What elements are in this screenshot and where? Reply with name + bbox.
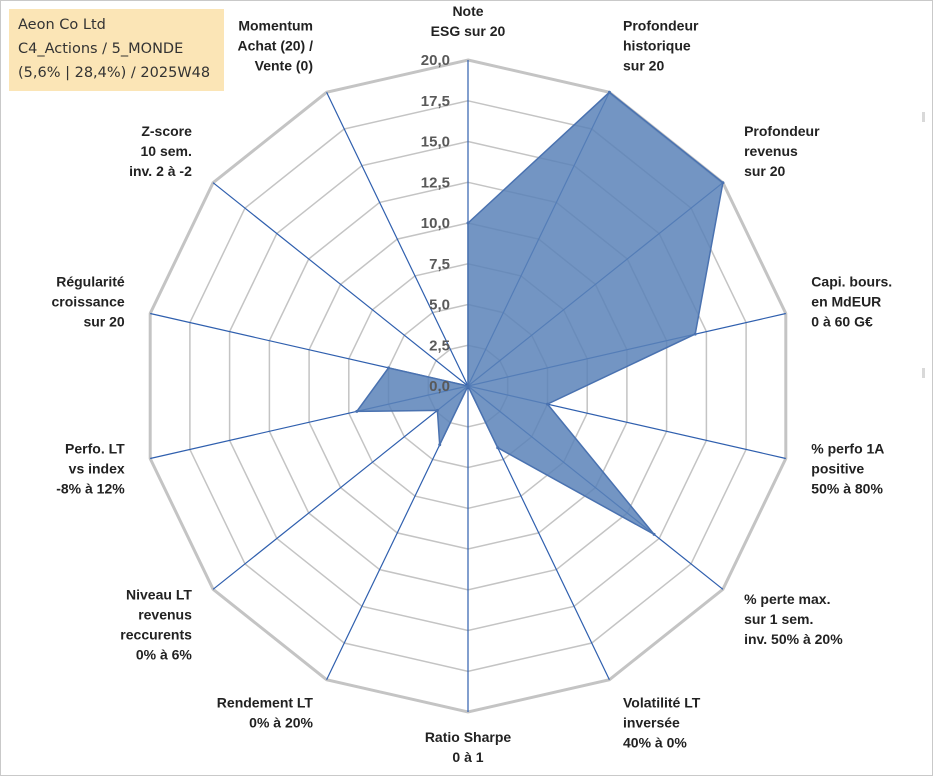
data-point-2: [607, 90, 611, 94]
tick-label: 10,0: [421, 215, 450, 232]
axis-label-10: Niveau LT revenus reccurents 0% à 6%: [120, 586, 192, 662]
tick-label: 15,0: [421, 134, 450, 151]
axis-label-12: Régularité croissance sur 20: [52, 274, 125, 330]
info-box: Aeon Co Ltd C4_Actions / 5_MONDE (5,6% |…: [9, 9, 224, 91]
axis-label-4: Capi. bours. en MdEUR 0 à 60 G€: [811, 274, 892, 330]
axis-label-7: Volatilité LT inversée 40% à 0%: [623, 695, 701, 751]
data-point-4: [693, 332, 697, 336]
data-series-area: [355, 91, 724, 536]
data-point-5: [546, 402, 549, 406]
info-stats: (5,6% | 28,4%) / 2025W48: [18, 65, 211, 81]
spoke-10: [212, 385, 469, 590]
data-point-12: [387, 366, 390, 370]
tick-label: 0,0: [429, 378, 450, 395]
data-point-11: [355, 409, 359, 413]
data-point-14: [466, 384, 470, 388]
data-point-9: [438, 443, 442, 447]
axis-label-8: Ratio Sharpe 0 à 1: [425, 729, 512, 765]
axis-label-2: Profondeur historique sur 20: [623, 18, 699, 74]
data-point-6: [652, 532, 656, 536]
data-point-10: [435, 408, 439, 412]
data-point-1: [466, 221, 470, 225]
axis-label-14: Momentum Achat (20) / Vente (0): [238, 18, 314, 74]
tick-label: 20,0: [421, 52, 450, 69]
spoke-13: [212, 182, 469, 387]
right-edge-marker-top: [922, 112, 925, 122]
data-point-3: [721, 181, 725, 185]
tick-label: 17,5: [421, 93, 450, 110]
info-company: Aeon Co Ltd: [18, 17, 106, 33]
radar-tick-labels: 0,0 2,5 5,0 7,5 10,0 12,5 15,0 17,5 20,0: [421, 52, 450, 395]
axis-label-5: % perfo 1A positive 50% à 80%: [811, 440, 884, 496]
tick-label: 12,5: [421, 174, 450, 191]
axis-label-9: Rendement LT 0% à 20%: [217, 695, 314, 731]
axis-label-13: Z-score 10 sem. inv. 2 à -2: [129, 123, 192, 179]
tick-label: 2,5: [429, 337, 450, 354]
data-point-7: [496, 446, 500, 450]
tick-label: 5,0: [429, 297, 450, 314]
info-category: C4_Actions / 5_MONDE: [18, 41, 184, 57]
radar-axis-labels: Note ESG sur 20 Profondeur historique sur 20…: [52, 3, 893, 765]
tick-label: 7,5: [429, 256, 450, 273]
radar-series: [355, 90, 725, 536]
axis-label-3: Profondeur revenus sur 20: [744, 123, 820, 179]
axis-label-11: Perfo. LT vs index -8% à 12%: [56, 440, 125, 496]
spoke-14: [326, 92, 469, 387]
axis-label-1: Note ESG sur 20: [431, 3, 506, 39]
axis-label-6: % perte max. sur 1 sem. inv. 50% à 20%: [744, 591, 843, 647]
right-edge-marker-bottom: [922, 368, 925, 378]
